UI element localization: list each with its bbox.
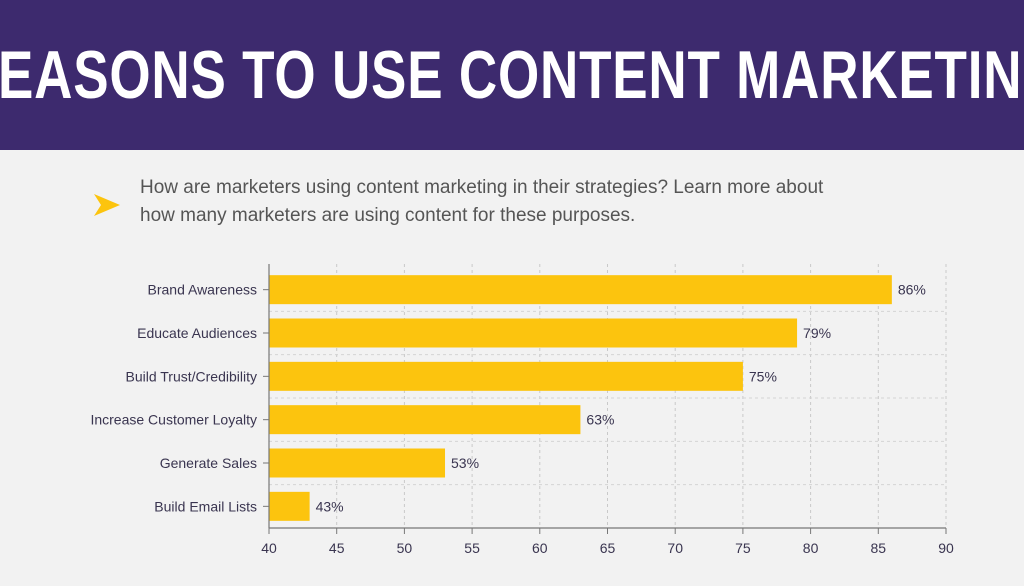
x-tick-label: 50 — [397, 540, 413, 556]
bar — [269, 361, 743, 391]
intro-text: How are marketers using content marketin… — [140, 177, 824, 226]
x-tick-label: 65 — [600, 540, 616, 556]
data-label: 79% — [803, 325, 831, 341]
intro-section: How are marketers using content marketin… — [92, 174, 832, 230]
data-label: 53% — [451, 455, 479, 471]
data-label: 86% — [898, 282, 926, 298]
x-tick-label: 55 — [464, 540, 480, 556]
category-label: Brand Awareness — [148, 282, 257, 298]
page-title: REASONS TO USE CONTENT MARKETING — [0, 37, 1024, 113]
title-banner: REASONS TO USE CONTENT MARKETING — [0, 0, 1024, 150]
bar — [269, 405, 581, 435]
x-tick-label: 40 — [261, 540, 277, 556]
x-tick-label: 90 — [938, 540, 954, 556]
bar — [269, 318, 798, 348]
x-tick-label: 85 — [871, 540, 887, 556]
x-tick-label: 45 — [329, 540, 345, 556]
data-label: 43% — [316, 498, 344, 514]
category-label: Increase Customer Loyalty — [90, 412, 257, 428]
bar — [269, 275, 892, 305]
bar — [269, 491, 310, 521]
x-tick-label: 80 — [803, 540, 819, 556]
data-label: 63% — [586, 412, 614, 428]
arrow-right-icon — [94, 194, 120, 216]
category-label: Build Email Lists — [154, 498, 257, 514]
bar — [269, 448, 446, 478]
x-tick-label: 75 — [735, 540, 751, 556]
category-label: Build Trust/Credibility — [126, 368, 258, 384]
bar-chart: Brand Awareness 86% Educate Audiences 79% Bu… — [90, 264, 954, 556]
category-label: Educate Audiences — [137, 325, 257, 341]
category-label: Generate Sales — [160, 455, 257, 471]
data-label: 75% — [749, 368, 777, 384]
x-tick-label: 60 — [532, 540, 548, 556]
x-tick-label: 70 — [667, 540, 683, 556]
